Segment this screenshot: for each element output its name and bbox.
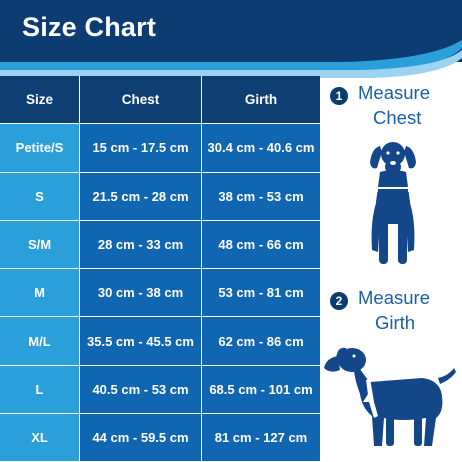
step-number-badge: 1 — [330, 87, 348, 105]
dog-side-icon — [324, 347, 456, 446]
step-title-line2: Girth — [375, 312, 416, 333]
chest-cell: 30 cm - 38 cm — [80, 269, 202, 318]
girth-cell: 53 cm - 81 cm — [202, 269, 320, 318]
table-row: L 40.5 cm - 53 cm 68.5 cm - 101 cm — [0, 365, 320, 415]
girth-cell: 38 cm - 53 cm — [202, 172, 320, 221]
size-cell: M — [0, 269, 80, 318]
size-cell: S — [0, 172, 80, 221]
size-cell: XL — [0, 414, 80, 462]
chest-cell: 35.5 cm - 45.5 cm — [80, 317, 202, 366]
table-row: S/M 28 cm - 33 cm 48 cm - 66 cm — [0, 220, 320, 270]
chest-cell: 15 cm - 17.5 cm — [80, 124, 202, 173]
column-header-size: Size — [0, 76, 80, 125]
step-title-line1: Measure — [358, 287, 430, 308]
column-header-girth: Girth — [202, 76, 320, 125]
header-swoosh-decoration — [0, 40, 462, 78]
chest-cell: 28 cm - 33 cm — [80, 220, 202, 270]
step-title-line1: Measure — [358, 82, 430, 103]
dog-front-icon — [370, 142, 416, 264]
size-cell: M/L — [0, 317, 80, 366]
table-row: M/L 35.5 cm - 45.5 cm 62 cm - 86 cm — [0, 317, 320, 366]
page-title: Size Chart — [22, 12, 157, 42]
header-banner: Size Chart — [0, 0, 462, 62]
table-row: M 30 cm - 38 cm 53 cm - 81 cm — [0, 269, 320, 318]
girth-cell: 68.5 cm - 101 cm — [202, 365, 320, 415]
step-measure-chest: 1 Measure Chest — [320, 62, 462, 272]
girth-cell: 81 cm - 127 cm — [202, 414, 320, 462]
chest-cell: 44 cm - 59.5 cm — [80, 414, 202, 462]
girth-cell: 62 cm - 86 cm — [202, 317, 320, 366]
table-row: Petite/S 15 cm - 17.5 cm 30.4 cm - 40.6 … — [0, 124, 320, 173]
table-row: XL 44 cm - 59.5 cm 81 cm - 127 cm — [0, 414, 320, 462]
girth-cell: 48 cm - 66 cm — [202, 220, 320, 270]
step-title-line2: Chest — [373, 107, 422, 128]
girth-cell: 30.4 cm - 40.6 cm — [202, 124, 320, 173]
size-table: Size Chest Girth Petite/S 15 cm - 17.5 c… — [0, 76, 320, 462]
table-row: S 21.5 cm - 28 cm 38 cm - 53 cm — [0, 172, 320, 221]
table-header-row: Size Chest Girth — [0, 76, 320, 125]
size-cell: Petite/S — [0, 124, 80, 173]
step-number-badge: 2 — [330, 292, 348, 310]
column-header-chest: Chest — [80, 76, 202, 125]
chest-cell: 21.5 cm - 28 cm — [80, 172, 202, 221]
size-cell: S/M — [0, 220, 80, 270]
chest-cell: 40.5 cm - 53 cm — [80, 365, 202, 415]
measurement-guide: 1 Measure Chest 2 Measu — [320, 62, 462, 462]
step-measure-girth: 2 Measure Girth — [320, 272, 462, 462]
size-cell: L — [0, 365, 80, 415]
